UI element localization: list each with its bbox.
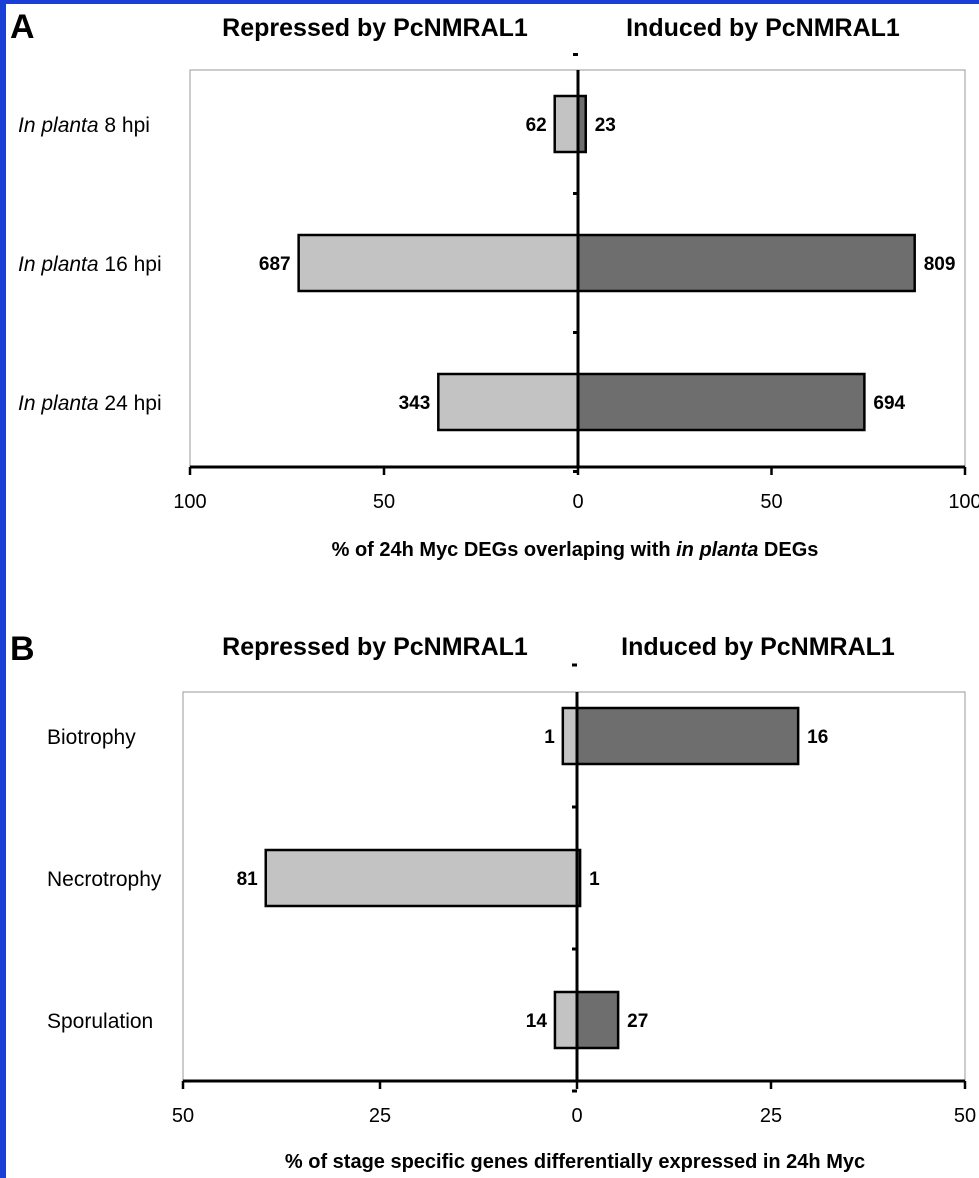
- x-tick-label: 0: [572, 491, 583, 513]
- x-tick-label: 0: [571, 1105, 582, 1127]
- category-label-text: Necrotrophy: [47, 868, 162, 891]
- header-induced: Induced by PcNMRAL1: [626, 14, 900, 42]
- category-label: In planta 8 hpi: [18, 114, 150, 137]
- x-tick-label: 50: [760, 491, 782, 513]
- category-label-text: 8 hpi: [99, 114, 150, 137]
- x-axis-label-part: % of 24h Myc DEGs overlaping with: [332, 539, 677, 561]
- x-axis-label: % of 24h Myc DEGs overlaping with in pla…: [332, 539, 819, 561]
- data-label-repressed: 687: [259, 254, 291, 275]
- header-induced: Induced by PcNMRAL1: [621, 633, 895, 661]
- bar-repressed: [561, 706, 579, 766]
- bar-induced: [575, 990, 620, 1050]
- category-label-italic: In planta: [18, 253, 99, 276]
- chart-panel-a: A Repressed by PcNMRAL1 Induced by PcNMRAL…: [10, 8, 979, 561]
- x-axis-label: % of stage specific genes differentially…: [285, 1151, 865, 1173]
- bar-repressed: [264, 848, 579, 908]
- category-label-italic: In planta: [18, 114, 99, 137]
- chart-panel-b: B Repressed by PcNMRAL1 Induced by PcNMRAL…: [10, 630, 976, 1173]
- data-label-induced: 23: [595, 115, 616, 136]
- category-label-text: Biotrophy: [47, 726, 136, 749]
- header-repressed: Repressed by PcNMRAL1: [222, 633, 528, 661]
- panel-letter: A: [10, 8, 35, 46]
- data-label-induced: 27: [627, 1011, 648, 1032]
- category-label-text: 24 hpi: [99, 392, 162, 415]
- x-axis-label-part: DEGs: [758, 539, 818, 561]
- bar-repressed: [553, 94, 580, 154]
- category-label-text: Sporulation: [47, 1010, 153, 1033]
- bar-induced: [576, 372, 866, 432]
- bar-repressed: [553, 990, 579, 1050]
- x-tick-label: 50: [373, 491, 395, 513]
- x-axis-label-italic: in planta: [676, 539, 758, 561]
- x-tick-label: 25: [369, 1105, 391, 1127]
- bar-repressed: [437, 372, 580, 432]
- x-tick-label: 100: [173, 491, 206, 513]
- category-label: In planta 24 hpi: [18, 392, 162, 415]
- x-tick-label: 25: [760, 1105, 782, 1127]
- category-label: Sporulation: [47, 1010, 153, 1033]
- category-label: Necrotrophy: [47, 868, 162, 891]
- data-label-induced: 1: [589, 869, 600, 890]
- data-label-repressed: 1: [544, 727, 555, 748]
- data-label-repressed: 343: [399, 393, 431, 414]
- bar-repressed: [297, 233, 580, 293]
- x-axis-label-part: % of stage specific genes differentially…: [285, 1151, 865, 1173]
- x-tick-label: 50: [954, 1105, 976, 1127]
- category-label: Biotrophy: [47, 726, 136, 749]
- panel-letter: B: [10, 630, 35, 668]
- data-label-induced: 694: [873, 393, 905, 414]
- category-label-text: 16 hpi: [99, 253, 162, 276]
- data-label-induced: 809: [924, 254, 956, 275]
- data-label-repressed: 62: [526, 115, 547, 136]
- category-label-italic: In planta: [18, 392, 99, 415]
- category-label: In planta 16 hpi: [18, 253, 162, 276]
- data-label-repressed: 81: [237, 869, 259, 890]
- bar-induced: [576, 233, 916, 293]
- data-label-induced: 16: [807, 727, 828, 748]
- x-tick-label: 50: [172, 1105, 194, 1127]
- x-tick-label: 100: [948, 491, 979, 513]
- bar-induced: [575, 706, 800, 766]
- header-repressed: Repressed by PcNMRAL1: [222, 14, 528, 42]
- data-label-repressed: 14: [526, 1011, 548, 1032]
